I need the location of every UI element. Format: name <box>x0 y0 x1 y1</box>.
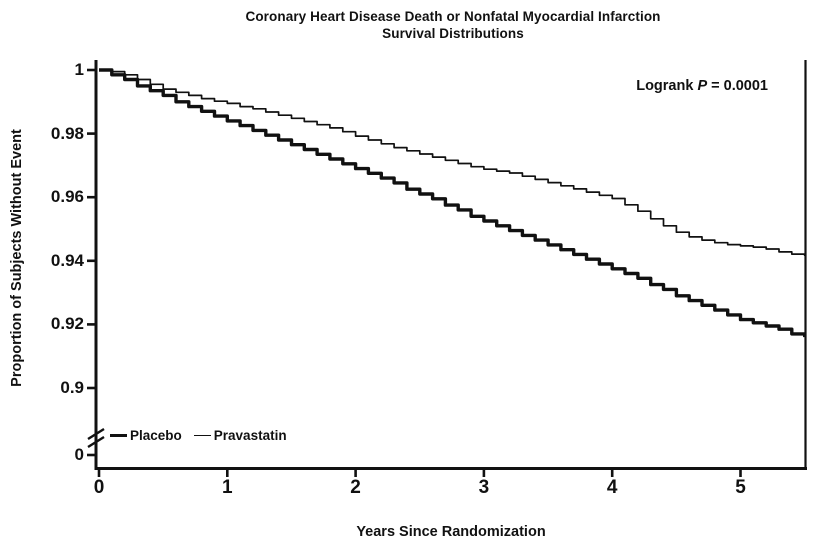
logrank-annotation: Logrank P = 0.0001 <box>520 78 768 94</box>
chart-title: Coronary Heart Disease Death or Nonfatal… <box>95 8 811 42</box>
legend-label-pravastatin: Pravastatin <box>213 428 287 443</box>
pravastatin-line-sample <box>193 434 211 437</box>
legend-label-placebo: Placebo <box>130 428 182 443</box>
logrank-prefix: Logrank <box>636 78 698 94</box>
y-tick-label-zero: 0 <box>74 445 84 464</box>
x-tick-label-5: 5 <box>735 477 746 498</box>
survival-curve-placebo <box>99 68 807 338</box>
x-tick-label-1: 1 <box>222 477 233 498</box>
x-tick-label-4: 4 <box>606 477 618 498</box>
legend-item-pravastatin: Pravastatin <box>193 428 287 443</box>
placebo-line-sample <box>110 433 127 438</box>
survival-curve-pravastatin <box>99 69 806 256</box>
legend-item-placebo: Placebo <box>110 428 182 443</box>
logrank-p-symbol: P <box>697 78 708 94</box>
y-axis-title: Proportion of Subjects Without Event <box>9 129 25 387</box>
axis-break-slash <box>87 427 105 441</box>
logrank-suffix: = 0.0001 <box>707 78 768 94</box>
x-axis-title: Years Since Randomization <box>356 524 546 540</box>
chart-title-line2: Survival Distributions <box>382 26 524 41</box>
y-tick-label-0.98: 0.98 <box>50 123 84 143</box>
y-tick-label-0.9: 0.9 <box>60 378 84 397</box>
y-tick-label-1: 1 <box>74 60 84 79</box>
x-tick-label-0: 0 <box>93 477 105 498</box>
legend: Placebo Pravastatin <box>110 428 299 443</box>
y-tick-label-0.96: 0.96 <box>50 187 84 207</box>
y-tick-label-0.92: 0.92 <box>50 314 84 334</box>
x-tick-label-2: 2 <box>350 477 361 498</box>
y-tick-label-0.94: 0.94 <box>50 250 84 270</box>
chart-title-line1: Coronary Heart Disease Death or Nonfatal… <box>245 9 661 24</box>
x-tick-label-3: 3 <box>478 477 490 498</box>
axis-break-slash <box>87 435 105 449</box>
